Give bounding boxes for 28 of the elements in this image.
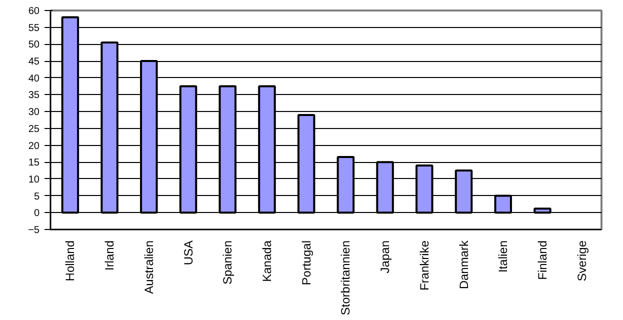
y-tick-label: 0 <box>34 208 40 220</box>
y-tick-label: 35 <box>28 90 40 102</box>
y-tick-label: 20 <box>28 140 40 152</box>
y-tick-label: 40 <box>28 73 40 84</box>
x-tick-label: USA <box>181 240 196 266</box>
x-tick-label: Kanada <box>260 240 274 282</box>
x-tick-label: Sverige <box>574 240 589 282</box>
y-tick-label: 15 <box>28 158 40 169</box>
y-tick-label: 10 <box>28 174 40 186</box>
x-tick-label: Portugal <box>299 240 314 286</box>
x-tick-label: Storbritannien <box>338 240 353 316</box>
y-tick-label: 25 <box>28 124 40 135</box>
x-tick-label: Danmark <box>456 240 471 290</box>
y-tick-label: 30 <box>28 107 40 118</box>
y-tick-label: 60 <box>28 6 40 17</box>
y-tick-label: 55 <box>28 22 40 34</box>
x-tick-label: Japan <box>378 240 392 274</box>
y-tick-label: 5 <box>34 191 40 202</box>
y-tick-label: −5 <box>28 225 40 236</box>
x-tick-label: Irland <box>102 240 117 271</box>
x-tick-label: Finland <box>535 240 550 280</box>
x-tick-label: Australien <box>142 240 156 294</box>
x-tick-label: Holland <box>63 240 78 282</box>
y-tick-label: 50 <box>28 40 40 51</box>
x-tick-label: Spanien <box>220 240 235 285</box>
y-tick-label: 45 <box>28 56 40 68</box>
x-tick-label: Italien <box>496 240 510 273</box>
x-tick-label: Frankrike <box>417 240 432 291</box>
